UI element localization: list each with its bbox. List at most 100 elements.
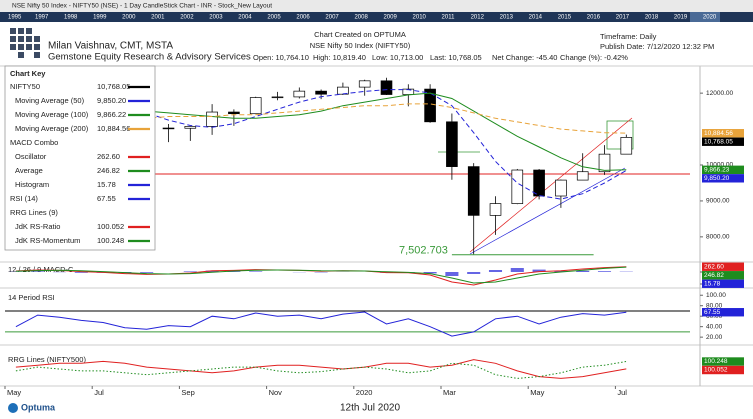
timeline-year: 2010 [413,15,427,21]
value-tag-label: 9,866.23 [704,167,730,174]
x-tick-label: 2020 [356,388,373,397]
value-tag [702,262,744,271]
candle-body [315,90,327,95]
legend-label: Moving Average (100) [15,110,89,119]
timeline-year: 1997 [35,15,49,21]
legend-label: Average [15,166,43,175]
instrument: NSE Nifty 50 Index (NIFTY50) [310,41,411,50]
value-tag [702,174,744,183]
legend-label: JdK RS-Ratio [15,222,60,231]
y-tick-label: 20.00 [706,334,723,341]
chart-key-title: Chart Key [10,69,46,78]
title-strip [0,0,753,12]
value-tag [702,308,744,317]
y-tick-label: 100.00 [706,292,726,299]
timeline-year: 2020 [703,15,717,21]
timeline-window[interactable] [690,12,720,22]
value-tag [702,357,744,366]
footer-logo: Optuma [21,402,56,412]
price-stat: Change (%): -0.42% [560,53,628,62]
y-tick-label: 12000.00 [706,90,733,97]
candle-body [489,203,502,216]
y-tick-label: 10000.00 [706,162,733,169]
candle-body [358,80,371,88]
histogram-bar [467,272,481,274]
candle-body [293,90,306,98]
price-stat: Open: 10,764.10 [253,53,309,62]
publish-date: Publish Date: 7/12/2020 12:32 PM [600,42,714,51]
timeline-year: 2003 [209,15,223,21]
legend-label: Histogram [15,180,49,189]
timeline-year: 2018 [645,15,659,21]
created-note: Chart Created on OPTUMA [314,30,406,39]
legend-value: 9,850.20 [97,96,126,105]
histogram-bar [576,270,590,272]
annotation-label: 7,502.703 [399,245,448,257]
histogram-bar [532,269,546,272]
legend-label: RRG Lines (9) [10,208,58,217]
histogram-bar [31,271,45,272]
timeline-year: 2016 [587,15,601,21]
value-tag-label: 10,884.56 [704,130,733,137]
panel-title: 14 Period RSI [8,293,55,302]
timeline-bar[interactable] [0,12,753,22]
legend-value: 9,866.22 [97,110,126,119]
candle-body [467,166,480,216]
value-tag-label: 100.052 [704,367,728,374]
x-tick-label: May [530,388,544,397]
timeline-year: 2007 [325,15,339,21]
histogram-bar [423,272,437,274]
value-tag [702,271,744,280]
candle-body [228,111,240,115]
series-line [15,266,627,286]
value-tag-label: 246.82 [704,272,724,279]
x-tick-label: Mar [443,388,456,397]
timeline-year: 2011 [442,15,456,21]
legend-value: 10,884.56 [97,124,130,133]
legend-value: 100.052 [97,222,124,231]
candle-body [620,137,633,155]
legend-label: RSI (14) [10,194,38,203]
candle-body [533,169,545,197]
timeline-year: 2000 [122,15,136,21]
value-tag-label: 100.248 [704,358,728,365]
legend-value: 15.78 [97,180,116,189]
timeline-year: 2014 [529,15,543,21]
histogram-bar [554,270,568,272]
drawings [438,117,634,255]
y-tick-label: 8000.00 [706,234,730,241]
value-tag [702,137,744,146]
series-line [15,311,627,337]
histogram-bar [510,268,524,272]
timeline-year: 1999 [93,15,107,21]
histogram-bar [445,272,459,276]
histogram-bar [249,271,263,272]
x-tick-label: Nov [269,388,283,397]
window-title: NSE Nifty 50 Index - NIFTY50 (NSE) - 1 D… [12,3,272,10]
price-stat: Low: 10,713.00 [372,53,423,62]
candle-body [271,96,284,99]
candle-body [598,153,611,173]
timeline-year: 2002 [180,15,194,21]
candle-body [424,88,436,123]
series-line [15,266,627,284]
timeframe: Timeframe: Daily [600,32,657,41]
candle-body [555,179,567,197]
timeline-year: 2015 [558,15,572,21]
x-tick-label: May [7,388,21,397]
candle-body [446,121,458,167]
legend-label: JdK RS-Momentum [15,236,80,245]
legend-value: 10,768.05 [97,82,130,91]
y-tick-label: 9000.00 [706,198,730,205]
histogram-bar [227,271,241,272]
series-line [15,361,627,379]
histogram-bar [597,271,612,272]
legend-value: 100.248 [97,236,124,245]
histogram-bar [183,271,197,272]
legend-label: NIFTY50 [10,82,40,91]
timeline-year: 2008 [354,15,368,21]
value-tag [702,165,744,175]
value-tag-label: 10,768.05 [704,138,733,145]
company-logo [10,28,40,58]
